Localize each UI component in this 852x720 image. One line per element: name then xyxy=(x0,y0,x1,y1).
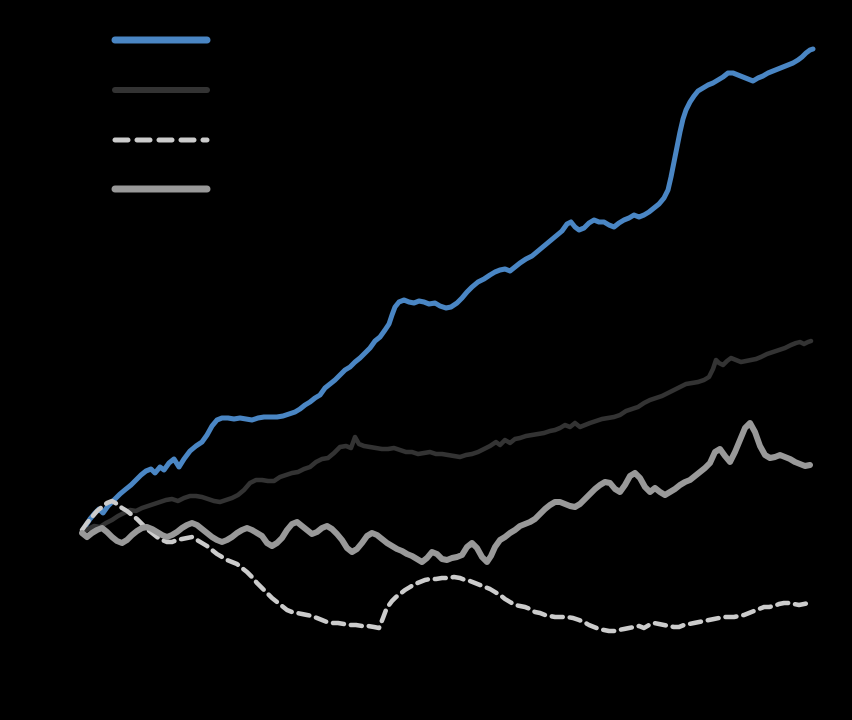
legend xyxy=(111,36,211,193)
series-line-blue-solid xyxy=(79,46,816,536)
series-line-light-dashed xyxy=(79,498,812,634)
plot-area xyxy=(79,46,816,634)
series-line-gray-solid xyxy=(79,420,813,565)
series-line-dark-solid xyxy=(79,338,814,535)
